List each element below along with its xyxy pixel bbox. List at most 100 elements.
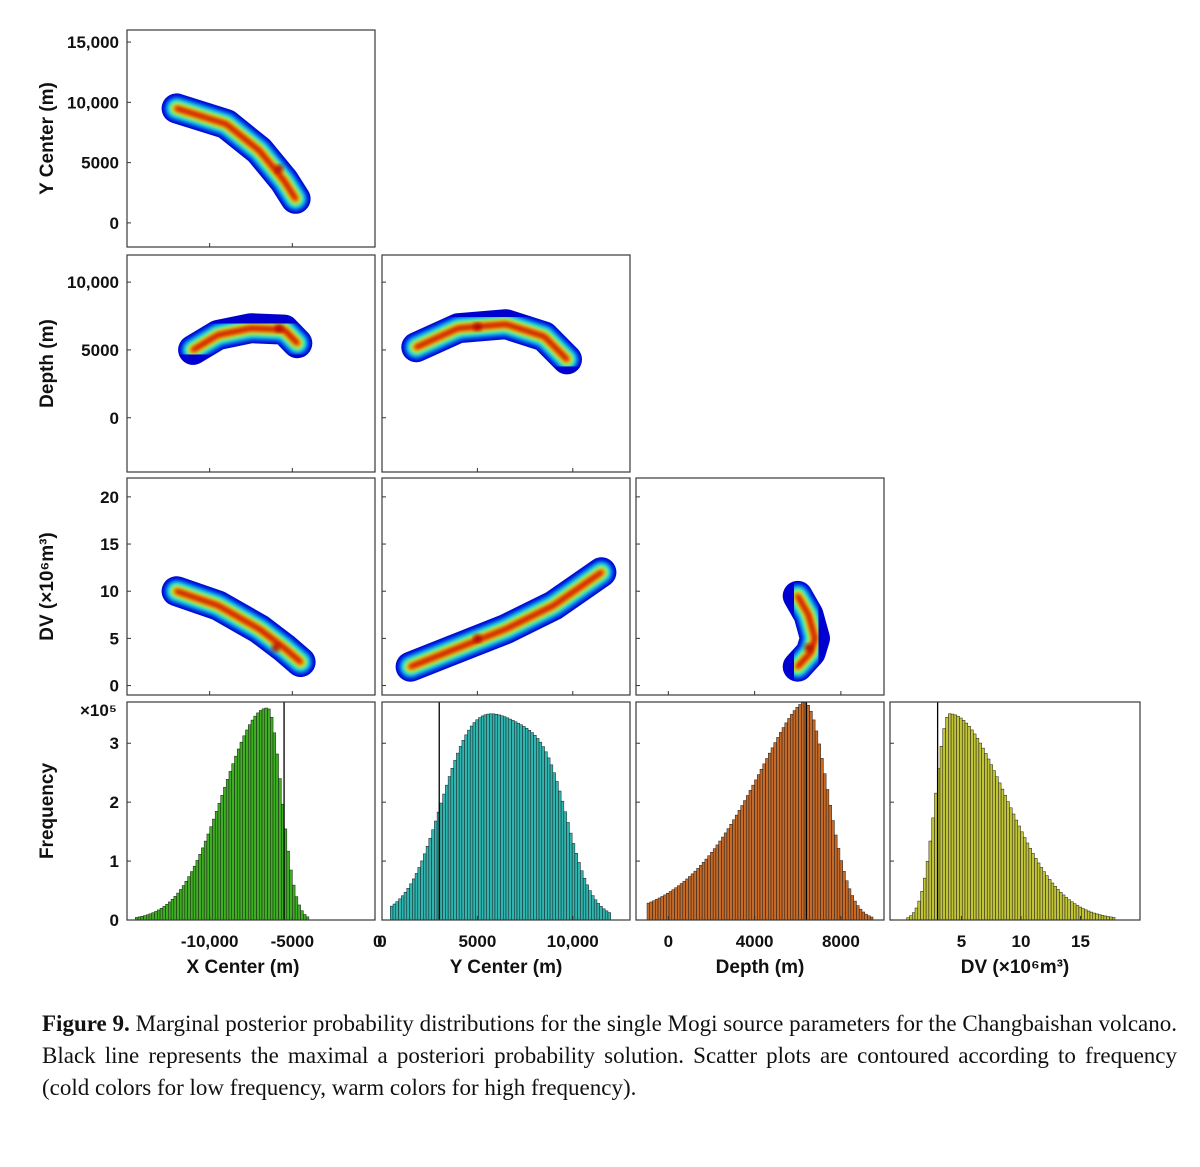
histogram-bar bbox=[148, 913, 153, 921]
histogram-bar bbox=[762, 763, 766, 921]
histogram-bar bbox=[704, 858, 708, 921]
histogram-1 bbox=[390, 702, 611, 921]
histogram-bar bbox=[842, 871, 846, 921]
histogram-bar bbox=[1042, 871, 1046, 921]
histogram-bar bbox=[978, 742, 982, 921]
histogram-bar bbox=[928, 840, 932, 921]
panel-frame-0-0 bbox=[126, 29, 376, 248]
histogram-bar bbox=[847, 888, 852, 921]
x-tick-label: -5000 bbox=[271, 932, 314, 951]
histogram-bar bbox=[956, 715, 960, 921]
histogram-bar bbox=[961, 720, 966, 921]
histogram-bar bbox=[699, 865, 703, 921]
histogram-bar bbox=[1084, 909, 1088, 921]
histogram-bar bbox=[1020, 831, 1024, 921]
histogram-bar bbox=[453, 760, 457, 921]
histogram-bar bbox=[809, 710, 813, 921]
histogram-bar bbox=[792, 710, 797, 921]
histogram-bar bbox=[734, 814, 739, 921]
histogram-bar bbox=[1086, 910, 1091, 921]
histogram-bar bbox=[497, 714, 501, 921]
histogram-bar bbox=[541, 746, 545, 921]
histogram-bar bbox=[599, 906, 603, 921]
histogram-bar bbox=[1050, 882, 1055, 921]
y-axis-label: Y Center (m) bbox=[37, 82, 58, 195]
histogram-bar bbox=[817, 743, 821, 921]
histogram-bar bbox=[923, 877, 927, 921]
histogram-bar bbox=[574, 853, 578, 921]
histogram-bar bbox=[1092, 912, 1096, 921]
histogram-bar bbox=[409, 883, 413, 921]
y-axis-label: Frequency bbox=[37, 763, 58, 860]
histogram-bar bbox=[1048, 879, 1052, 921]
histogram-bar bbox=[925, 861, 930, 921]
histogram-bar bbox=[401, 895, 405, 921]
histogram-bar bbox=[1095, 913, 1099, 921]
histogram-bar bbox=[417, 867, 421, 921]
histogram-bar bbox=[494, 713, 498, 921]
histogram-bar bbox=[607, 912, 611, 921]
histogram-bar bbox=[953, 714, 957, 921]
x-tick-label: 0 bbox=[373, 932, 382, 951]
x-tick-label: 10 bbox=[1011, 932, 1030, 951]
histogram-bar bbox=[1000, 788, 1005, 921]
histogram-bar bbox=[660, 896, 664, 921]
histogram-3 bbox=[906, 702, 1116, 921]
histogram-bar bbox=[831, 820, 835, 921]
histogram-bar bbox=[806, 705, 810, 921]
histogram-bar bbox=[834, 834, 838, 921]
histogram-bar bbox=[159, 908, 164, 921]
histogram-bar bbox=[286, 850, 290, 921]
histogram-bar bbox=[707, 855, 711, 921]
histogram-bar bbox=[690, 873, 695, 921]
histogram-bar bbox=[671, 889, 675, 921]
y-tick-label: 10,000 bbox=[67, 273, 119, 292]
histogram-bar bbox=[1100, 915, 1105, 921]
histogram-bar bbox=[206, 833, 210, 921]
histogram-bar bbox=[176, 892, 180, 921]
histogram-bar bbox=[480, 715, 485, 921]
density-contour-6 bbox=[414, 322, 569, 361]
histogram-bar bbox=[668, 891, 673, 921]
histogram-bar bbox=[398, 898, 402, 921]
histogram-bar bbox=[986, 758, 991, 921]
histogram-bar bbox=[536, 738, 540, 921]
histogram-bar bbox=[181, 885, 186, 921]
histogram-bar bbox=[1073, 903, 1077, 921]
y-tick-label: 5 bbox=[110, 629, 119, 648]
histogram-bar bbox=[502, 716, 507, 921]
histogram-bar bbox=[696, 868, 700, 921]
histogram-bar bbox=[300, 910, 304, 921]
corner-plot: 0500010,00015,0000500010,000051015200123… bbox=[37, 29, 1141, 978]
histogram-bar bbox=[773, 742, 777, 921]
histogram-bar bbox=[1064, 897, 1069, 921]
y-tick-label: 0 bbox=[110, 911, 119, 930]
density-contour-6 bbox=[409, 570, 603, 669]
histogram-bar bbox=[192, 865, 197, 921]
panel-frame-2-2 bbox=[635, 477, 885, 696]
histogram-bar bbox=[1089, 911, 1094, 921]
density-panel-2-0 bbox=[161, 576, 316, 677]
histogram-bar bbox=[649, 901, 653, 921]
histogram-bar bbox=[475, 719, 479, 921]
histogram-bar bbox=[552, 772, 556, 921]
histogram-bar bbox=[795, 707, 799, 921]
histogram-bar bbox=[839, 860, 843, 921]
y-tick-label: 0 bbox=[110, 214, 119, 233]
histogram-bar bbox=[270, 716, 274, 921]
histogram-bar bbox=[743, 800, 747, 921]
histogram-bar bbox=[967, 726, 971, 921]
histogram-bar bbox=[555, 781, 559, 921]
histogram-bar bbox=[511, 720, 515, 921]
histogram-bar bbox=[278, 778, 282, 921]
histogram-bar bbox=[220, 795, 224, 921]
histogram-bar bbox=[602, 908, 606, 921]
histogram-bar bbox=[726, 828, 730, 921]
histogram-bar bbox=[179, 889, 183, 921]
histogram-bar bbox=[190, 871, 194, 921]
histogram-bar bbox=[745, 795, 750, 921]
histogram-bar bbox=[688, 876, 692, 921]
histogram-bar bbox=[486, 713, 490, 921]
histogram-bar bbox=[467, 729, 471, 921]
histogram-bar bbox=[458, 746, 463, 921]
